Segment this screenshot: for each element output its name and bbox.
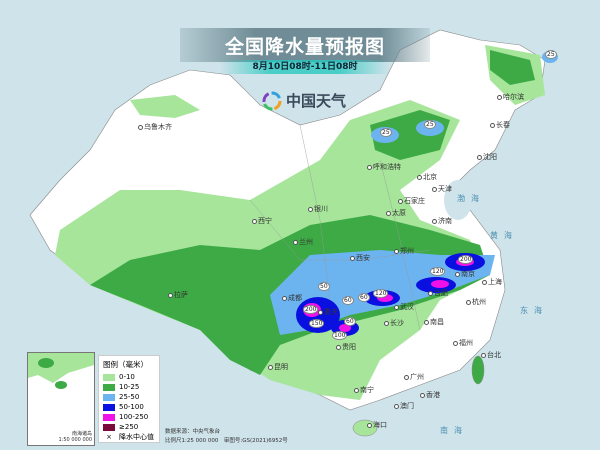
city-label: 哈尔滨 (497, 92, 524, 102)
legend-item: × 降水中心值 (103, 432, 155, 442)
legend-swatch (103, 403, 115, 411)
inset-scale: 1:50 000 000 (58, 437, 93, 443)
legend-label: 10-25 (119, 383, 140, 391)
cross-marker-icon: × (106, 433, 112, 441)
city-label: 呼和浩特 (367, 162, 401, 172)
sea-label: 南海 (440, 426, 468, 435)
legend-swatch (103, 423, 115, 431)
legend-item: 10-25 (103, 382, 155, 392)
city-label: 拉萨 (168, 290, 188, 300)
city-label: 长春 (490, 120, 510, 130)
rain-center-value: 60 (342, 296, 354, 305)
city-label: 太原 (386, 208, 406, 218)
forecast-period: 8月10日08时-11日08时 (220, 60, 390, 74)
legend-label: 降水中心值 (119, 433, 154, 441)
sea-label: 渤海 (457, 194, 485, 203)
rain-center-value: 25 (545, 50, 557, 59)
rain-center-value: 200 (303, 305, 319, 314)
legend-item: 25-50 (103, 392, 155, 402)
legend-label: ≥250 (119, 423, 139, 431)
city-label: 西宁 (252, 216, 272, 226)
rain-center-value: 50 (318, 282, 330, 291)
city-label: 北京 (417, 172, 437, 182)
south-china-sea-inset: 南海诸岛 1:50 000 000 (27, 352, 95, 446)
data-source: 数据来源：中央气象台 (165, 429, 221, 435)
legend: 图例（毫米） 0-10 10-25 25-50 50-100 100-250 ≥… (98, 355, 160, 443)
city-label: 香港 (420, 390, 440, 400)
city-label: 上海 (482, 277, 502, 287)
city-label: 长沙 (384, 318, 404, 328)
rain-center-value: 150 (309, 319, 325, 328)
city-label: 贵阳 (336, 342, 356, 352)
rain-center-value: 200 (458, 255, 474, 264)
legend-item: 100-250 (103, 412, 155, 422)
city-label: 乌鲁木齐 (138, 122, 172, 132)
rain-zone-0-10 (130, 95, 200, 118)
taiwan-island (471, 355, 485, 385)
legend-label: 50-100 (119, 403, 144, 411)
city-label: 银川 (308, 204, 328, 214)
legend-swatch (103, 373, 115, 381)
city-label: 郑州 (394, 246, 414, 256)
city-label: 天津 (432, 184, 452, 194)
city-label: 南宁 (354, 385, 374, 395)
city-label: 杭州 (466, 297, 486, 307)
legend-item: 0-10 (103, 372, 155, 382)
map-scale-approval: 比例尺1:25 000 000 审图号:GS(2021)6952号 (165, 438, 288, 444)
legend-label: 100-250 (119, 413, 149, 421)
city-label: 澳门 (394, 401, 414, 411)
city-label: 济南 (432, 216, 452, 226)
city-label: 石家庄 (398, 196, 425, 206)
city-label: 沈阳 (477, 152, 497, 162)
brand-name: 中国天气 (286, 92, 347, 110)
inset-title: 南海诸岛 (71, 431, 92, 437)
city-label: 昆明 (268, 362, 288, 372)
city-label: 成都 (282, 293, 302, 303)
city-label: 福州 (453, 338, 473, 348)
city-label: 重庆 (318, 307, 338, 317)
rain-zone-10-25 (490, 50, 535, 85)
rain-zone-100-250 (431, 280, 449, 288)
city-label: 广州 (404, 372, 424, 382)
source-info: 数据来源：中央气象台 比例尺1:25 000 000 审图号:GS(2021)6… (165, 428, 288, 446)
rain-zone-100-250 (339, 324, 351, 332)
rain-center-value: 120 (373, 289, 389, 298)
city-label: 南昌 (424, 317, 444, 327)
inset-map (28, 353, 94, 389)
title-banner: 全国降水量预报图 (180, 28, 430, 62)
city-label: 海口 (367, 420, 387, 430)
legend-label: 25-50 (119, 393, 140, 401)
city-label: 南京 (455, 269, 475, 279)
legend-swatch (103, 413, 115, 421)
legend-item: ≥250 (103, 422, 155, 432)
city-label: 兰州 (293, 237, 313, 247)
rain-center-value: 60 (358, 293, 370, 302)
rain-center-value: 60 (344, 317, 356, 326)
rain-center-value: 25 (424, 120, 436, 129)
legend-label: 0-10 (119, 373, 135, 381)
legend-swatch (103, 383, 115, 391)
city-label: 台北 (481, 350, 501, 360)
map-title: 全国降水量预报图 (224, 35, 385, 58)
city-label: 西安 (350, 253, 370, 263)
rain-center-value: 120 (430, 267, 446, 276)
city-label: 合肥 (428, 288, 448, 298)
legend-item: 50-100 (103, 402, 155, 412)
rain-center-value: 25 (380, 128, 392, 137)
city-label: 武汉 (394, 302, 414, 312)
rain-center-value: 100 (332, 331, 348, 340)
pinwheel-logo-icon (262, 91, 282, 110)
brand-logo: 中国天气 (262, 90, 346, 111)
legend-title: 图例（毫米） (103, 360, 148, 369)
sea-label: 东海 (520, 306, 548, 315)
legend-swatch (103, 393, 115, 401)
sea-label: 黄海 (490, 231, 518, 240)
